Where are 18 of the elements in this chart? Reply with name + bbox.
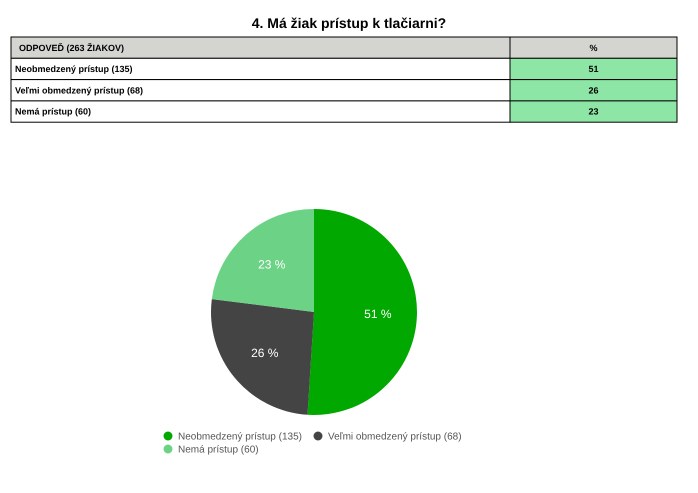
pie-slice: [211, 299, 314, 415]
data-label: 51: [588, 64, 599, 74]
pie-slice: [308, 209, 417, 415]
data-label: 23 %: [258, 257, 286, 272]
text: ODPOVEĎ (263 ŽIAKOV): [19, 42, 124, 53]
category-label: Veľmi obmedzený prístup (68): [15, 85, 143, 96]
legend-label: Veľmi obmedzený prístup (68): [328, 432, 462, 442]
data-label: 26: [588, 85, 599, 96]
text: 4. Má žiak prístup k tlačiarni?: [252, 15, 446, 31]
pie-slice: [212, 209, 314, 312]
data-label: 51 %: [364, 307, 392, 322]
data-label: 26 %: [251, 346, 279, 360]
legend-label: Neobmedzený prístup (135): [178, 432, 302, 442]
text: %: [589, 42, 598, 53]
data-label: 23: [588, 106, 599, 117]
category-label: Nemá prístup (60): [15, 106, 92, 117]
legend-label: Nemá prístup (60): [178, 444, 259, 456]
category-label: Neobmedzený prístup (135): [15, 64, 133, 74]
